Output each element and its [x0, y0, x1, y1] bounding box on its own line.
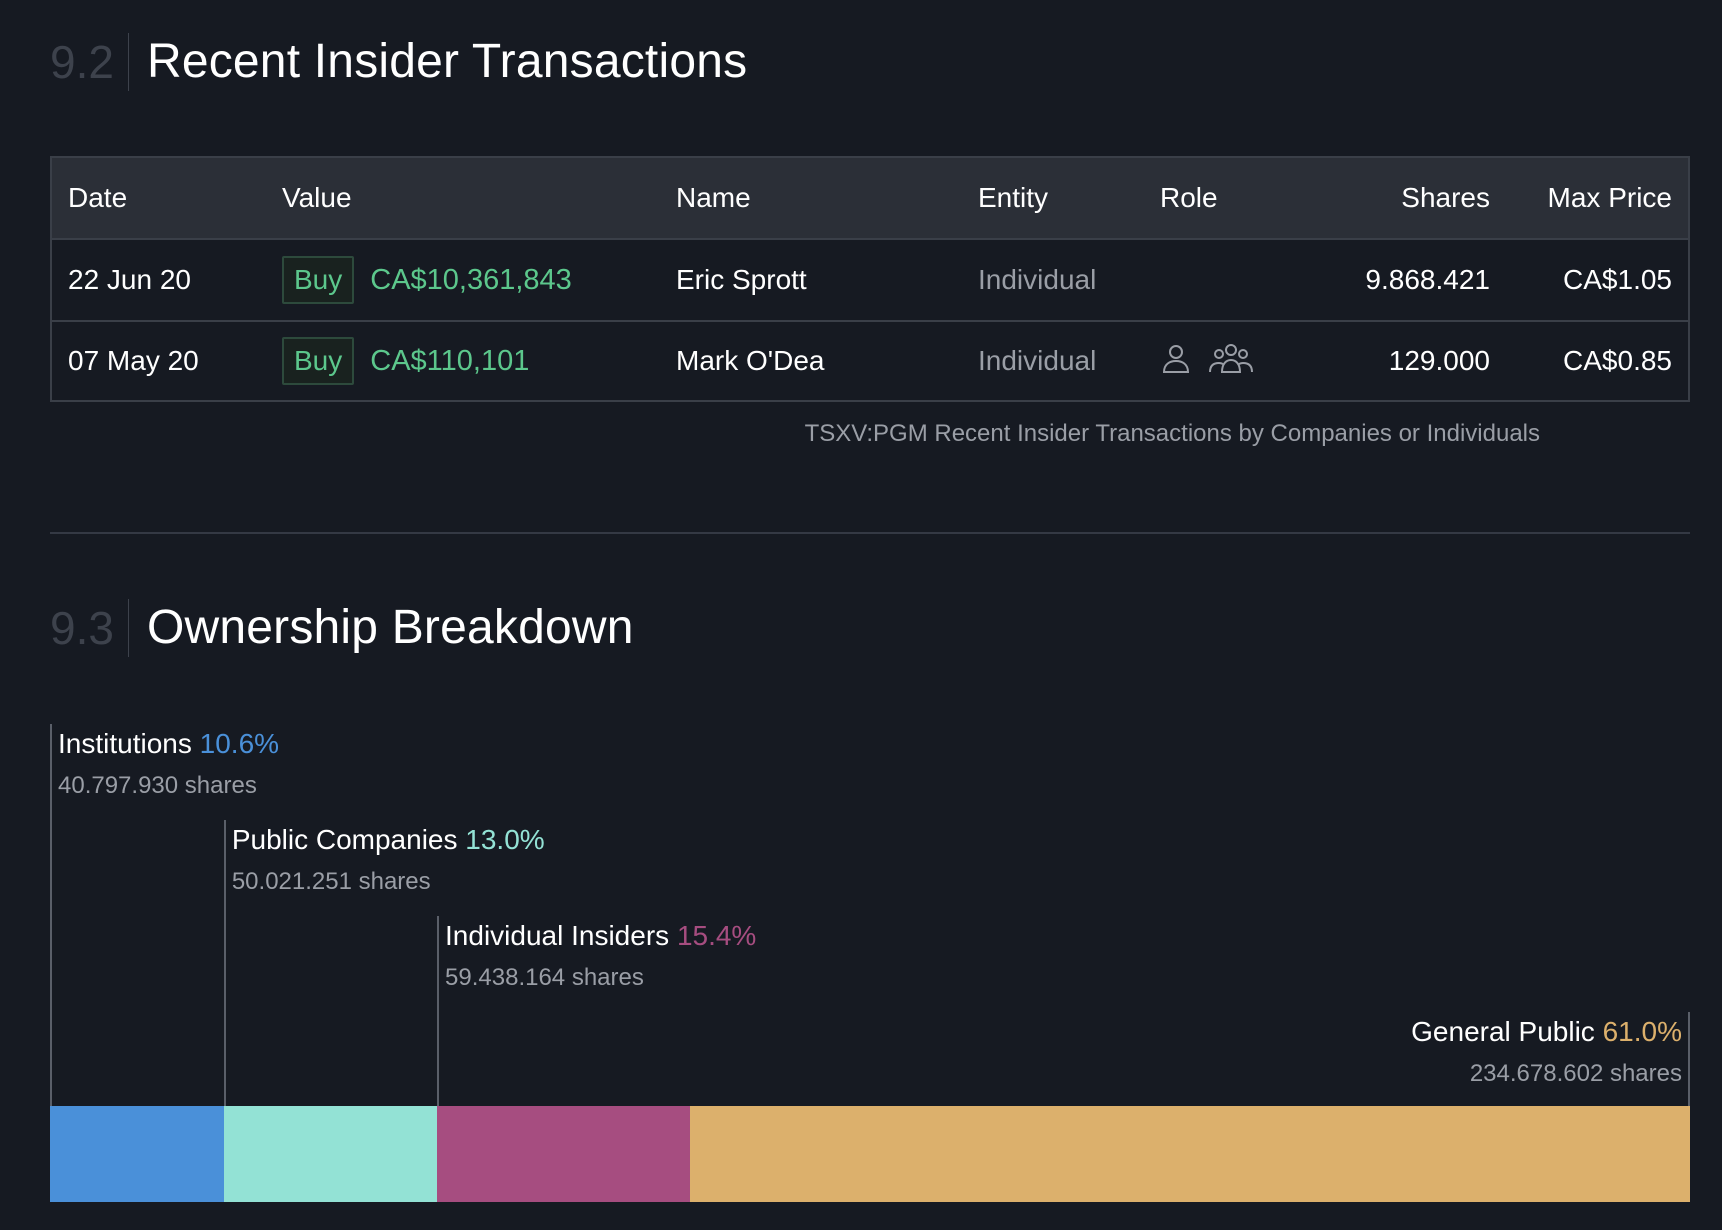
section-separator — [50, 532, 1690, 534]
row-max-price: CA$0.85 — [1563, 345, 1672, 376]
row-shares: 129.000 — [1388, 345, 1490, 376]
row-value: Buy CA$10,361,843 — [282, 240, 572, 320]
person-icon[interactable] — [1160, 342, 1192, 381]
header-shares[interactable]: Shares — [1401, 182, 1490, 213]
header-value[interactable]: Value — [282, 182, 352, 213]
ownership-shares: 40.797.930 shares — [58, 772, 257, 799]
table-row[interactable]: 22 Jun 20 Buy CA$10,361,843 Eric Sprott … — [52, 240, 1688, 320]
marker-line — [223, 820, 226, 1106]
buy-badge: Buy — [282, 256, 355, 304]
marker-line — [1688, 1012, 1690, 1106]
ownership-percent: 10.6% — [199, 728, 280, 759]
row-value: Buy CA$110,101 — [282, 322, 529, 400]
ownership-bar-segment[interactable] — [50, 1106, 224, 1202]
row-name[interactable]: Mark O'Dea — [676, 345, 825, 376]
ownership-label: General Public 61.0% 234.678.602 shares — [1411, 1016, 1682, 1088]
ownership-percent: 15.4% — [676, 920, 757, 951]
row-max-price: CA$1.05 — [1563, 264, 1672, 295]
ownership-bar-segment[interactable] — [223, 1106, 438, 1202]
section-number: 9.2 — [50, 36, 114, 88]
row-date: 07 May 20 — [68, 345, 199, 376]
group-icon[interactable] — [1208, 342, 1254, 381]
row-shares: 9.868.421 — [1365, 264, 1490, 295]
insider-transactions-table: Date Value Name Entity Role Shares Max P… — [50, 156, 1690, 402]
header-max-price[interactable]: Max Price — [1547, 182, 1672, 213]
header-role[interactable]: Role — [1160, 182, 1218, 213]
marker-line — [437, 916, 440, 1106]
ownership-shares: 50.021.251 shares — [231, 868, 431, 895]
row-name[interactable]: Eric Sprott — [676, 264, 807, 295]
ownership-category: Institutions — [58, 728, 192, 759]
ownership-percent: 61.0% — [1602, 1016, 1682, 1047]
ownership-section-header: 9.3 Ownership Breakdown — [50, 598, 634, 658]
ownership-bar-segment[interactable] — [689, 1106, 1690, 1202]
table-caption: TSXV:PGM Recent Insider Transactions by … — [804, 420, 1540, 447]
ownership-shares: 234.678.602 shares — [1469, 1060, 1682, 1087]
ownership-label: Institutions 10.6% 40.797.930 shares — [58, 728, 279, 800]
section-divider — [127, 33, 129, 91]
row-entity: Individual — [978, 345, 1097, 376]
header-date[interactable]: Date — [68, 182, 128, 213]
ownership-shares: 59.438.164 shares — [445, 964, 644, 991]
ownership-label: Public Companies 13.0% 50.021.251 shares — [232, 824, 545, 896]
header-name[interactable]: Name — [676, 182, 751, 213]
header-entity[interactable]: Entity — [978, 182, 1049, 213]
ownership-label: Individual Insiders 15.4% 59.438.164 sha… — [445, 920, 756, 992]
section-title: Recent Insider Transactions — [146, 35, 748, 88]
row-amount: CA$110,101 — [370, 344, 530, 377]
buy-badge: Buy — [282, 337, 355, 385]
section-number: 9.3 — [50, 602, 114, 654]
table-row[interactable]: 07 May 20 Buy CA$110,101 Mark O'Dea Indi… — [52, 320, 1688, 400]
section-divider — [127, 599, 129, 657]
table-header-row: Date Value Name Entity Role Shares Max P… — [52, 158, 1688, 240]
row-date: 22 Jun 20 — [68, 264, 191, 295]
ownership-category: Individual Insiders — [445, 920, 670, 951]
row-entity: Individual — [978, 264, 1097, 295]
row-role — [1160, 322, 1254, 400]
ownership-percent: 13.0% — [465, 824, 545, 855]
row-amount: CA$10,361,843 — [370, 263, 572, 296]
section-title: Ownership Breakdown — [146, 601, 634, 654]
ownership-category: General Public — [1411, 1016, 1595, 1047]
marker-line — [50, 724, 52, 1106]
ownership-category: Public Companies — [231, 824, 458, 855]
ownership-bar-segment[interactable] — [437, 1106, 690, 1202]
insider-section-header: 9.2 Recent Insider Transactions — [50, 32, 747, 92]
